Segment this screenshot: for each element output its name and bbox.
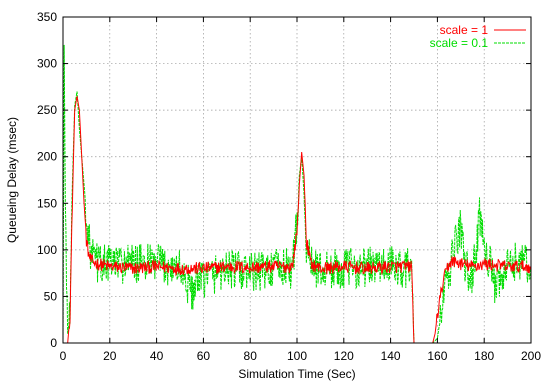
series-line-1 (62, 44, 532, 344)
y-axis-ticks: 0 50 100 150 200 250 300 350 (37, 10, 531, 350)
x-tick-label: 140 (381, 349, 401, 363)
x-tick-label: 160 (427, 349, 447, 363)
y-tick-label: 50 (44, 289, 58, 303)
x-tick-label: 80 (244, 349, 258, 363)
legend-label-0: scale = 1 (440, 23, 489, 37)
y-tick-label: 250 (37, 103, 57, 117)
x-tick-label: 20 (103, 349, 117, 363)
x-tick-label: 200 (521, 349, 541, 363)
x-tick-label: 100 (287, 349, 307, 363)
y-tick-label: 200 (37, 150, 57, 164)
x-tick-label: 180 (474, 349, 494, 363)
x-tick-label: 120 (334, 349, 354, 363)
y-tick-label: 0 (50, 336, 57, 350)
y-tick-label: 350 (37, 10, 57, 24)
series-line-0 (63, 96, 532, 344)
plot-area (63, 17, 531, 343)
y-tick-label: 100 (37, 243, 57, 257)
x-tick-label: 60 (197, 349, 211, 363)
series-group (62, 44, 532, 344)
x-tick-label: 0 (60, 349, 67, 363)
x-axis-ticks: 0 20 40 60 80 100 120 140 160 180 200 (60, 17, 541, 363)
legend-label-1: scale = 0.1 (430, 36, 489, 50)
x-tick-label: 40 (150, 349, 164, 363)
y-axis-title: Queueing Delay (msec) (5, 117, 19, 243)
y-tick-label: 150 (37, 196, 57, 210)
y-tick-label: 300 (37, 57, 57, 71)
x-axis-title: Simulation Time (Sec) (238, 367, 355, 381)
